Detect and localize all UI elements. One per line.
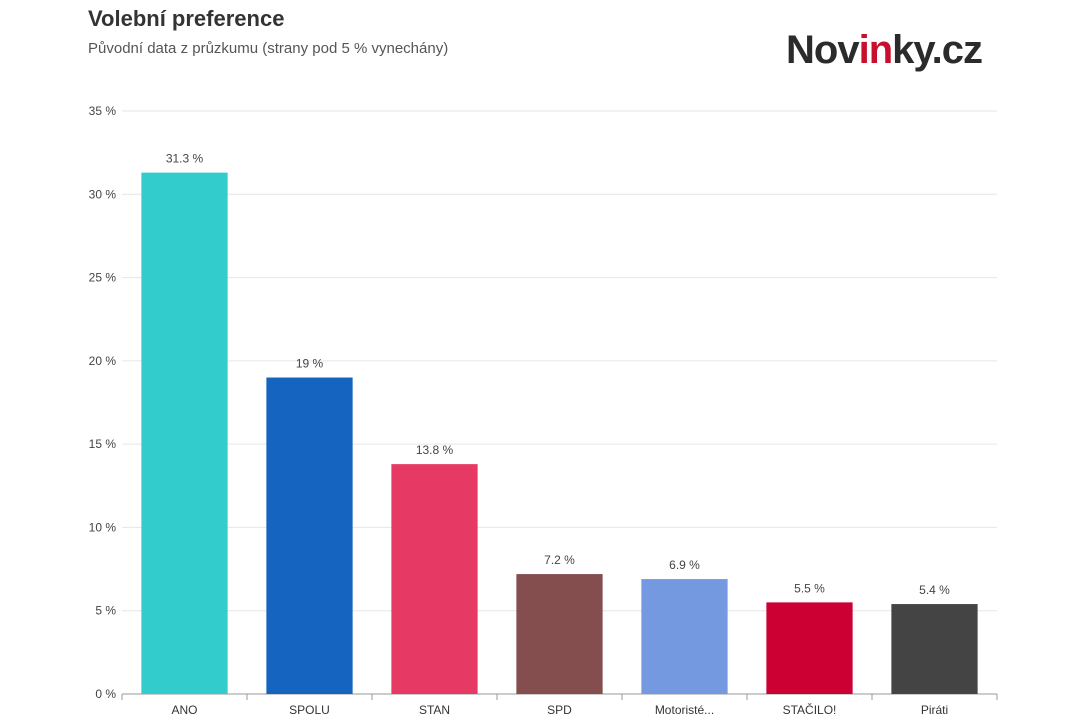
- data-label: 5.5 %: [794, 581, 825, 595]
- y-tick-label: 10 %: [89, 520, 117, 534]
- bar: [141, 172, 228, 695]
- logo-accent: in: [858, 28, 894, 72]
- y-tick-label: 5 %: [95, 604, 116, 618]
- x-tick-label: SPOLU: [289, 703, 330, 717]
- x-tick-label: STAN: [419, 703, 450, 717]
- y-tick-label: 30 %: [89, 187, 117, 201]
- y-tick-label: 20 %: [89, 354, 117, 368]
- bar: [516, 574, 603, 694]
- x-tick-label: SPD: [547, 703, 572, 717]
- data-label: 5.4 %: [919, 583, 950, 597]
- y-tick-label: 35 %: [89, 104, 117, 118]
- data-label: 7.2 %: [544, 553, 575, 567]
- novinky-logo: Novinky.cz: [786, 28, 983, 73]
- bar: [391, 464, 478, 694]
- y-tick-label: 0 %: [95, 687, 116, 701]
- bar: [766, 602, 853, 694]
- data-label: 19 %: [296, 357, 324, 371]
- x-tick-label: ANO: [171, 703, 197, 717]
- y-tick-label: 25 %: [89, 271, 117, 285]
- logo-prefix: Nov: [786, 28, 860, 72]
- data-label: 6.9 %: [669, 558, 700, 572]
- logo-suffix: ky.cz: [892, 28, 983, 72]
- chart-title: Volební preference: [88, 6, 285, 31]
- chart-subtitle: Původní data z průzkumu (strany pod 5 % …: [88, 40, 449, 57]
- y-tick-label: 15 %: [89, 437, 117, 451]
- x-tick-label: STAČILO!: [783, 702, 837, 717]
- data-label: 13.8 %: [416, 443, 454, 457]
- bar: [266, 377, 353, 694]
- x-tick-label: Piráti: [921, 703, 948, 717]
- bar: [641, 579, 728, 694]
- data-label: 31.3 %: [166, 152, 204, 166]
- bar: [891, 604, 978, 694]
- x-tick-label: Motoristé...: [655, 703, 714, 717]
